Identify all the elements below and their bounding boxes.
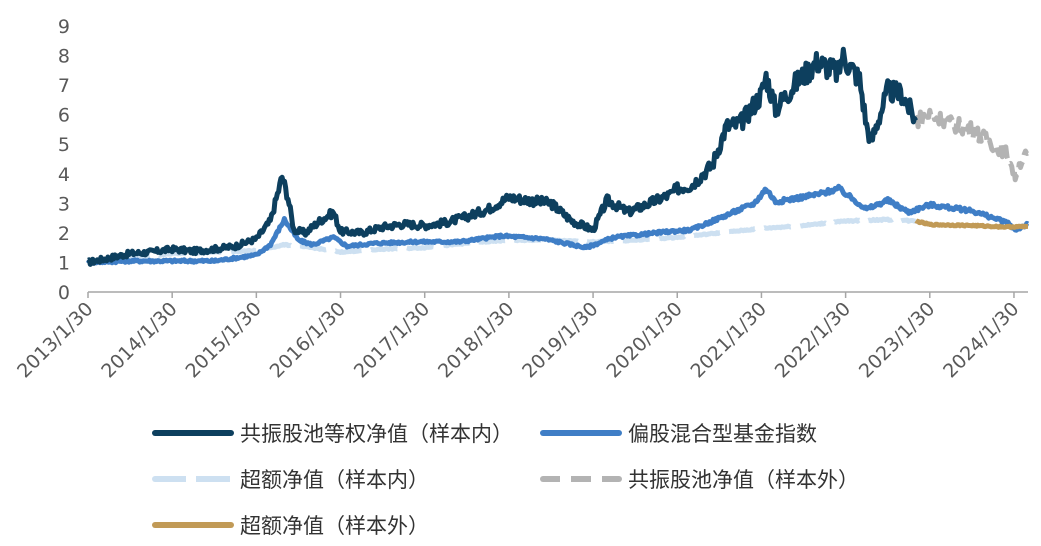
y-axis-ticks: 0 1 2 3 4 5 6 7 8 9 (58, 16, 70, 304)
y-tick-label: 1 (58, 252, 70, 274)
series-line-1 (85, 183, 1030, 266)
legend-label-series-3: 共振股池净值（样本外） (628, 468, 859, 492)
series-line-2 (86, 216, 917, 265)
x-tick-label: 2022/1/30 (771, 298, 855, 382)
x-tick-label: 2024/1/30 (939, 298, 1023, 382)
y-tick-label: 7 (58, 75, 70, 97)
y-tick-label: 3 (58, 193, 70, 215)
x-tick-label: 2023/1/30 (855, 298, 939, 382)
y-tick-label: 4 (58, 164, 70, 186)
series-line-0 (86, 46, 918, 267)
legend-label-series-1: 偏股混合型基金指数 (628, 422, 817, 446)
x-tick-label: 2021/1/30 (687, 298, 771, 382)
series-line-3 (913, 107, 1030, 183)
y-tick-label: 8 (58, 46, 70, 68)
legend-item-series-4: 超额净值（样本外） (152, 510, 429, 540)
legend-item-series-3: 共振股池净值（样本外） (540, 464, 859, 494)
legend-label-series-2: 超额净值（样本内） (240, 468, 429, 492)
legend-label-series-4: 超额净值（样本外） (240, 514, 429, 538)
x-tick-label: 2019/1/30 (518, 298, 602, 382)
y-tick-label: 9 (58, 16, 70, 38)
legend-label-series-0: 共振股池等权净值（样本内） (240, 422, 513, 446)
legend-item-series-1: 偏股混合型基金指数 (540, 418, 817, 448)
y-tick-label: 2 (58, 223, 70, 245)
legend-swatch-series-1 (540, 430, 622, 436)
x-tick-label: 2016/1/30 (266, 298, 350, 382)
y-tick-label: 5 (58, 134, 70, 156)
y-tick-label: 0 (58, 282, 70, 304)
y-tick-label: 6 (58, 105, 70, 127)
x-tick-label: 2013/1/30 (13, 298, 97, 382)
x-tick-label: 2017/1/30 (350, 298, 434, 382)
series-line-4 (914, 218, 1030, 230)
legend-swatch-series-0 (152, 430, 234, 436)
x-axis-ticks: 2013/1/30 2014/1/30 2015/1/30 2016/1/30 2017… (13, 292, 1024, 382)
x-tick-label: 2015/1/30 (181, 298, 265, 382)
series-lines (85, 46, 1030, 267)
x-tick-label: 2020/1/30 (602, 298, 686, 382)
legend-item-series-2: 超额净值（样本内） (152, 464, 429, 494)
legend-swatch-series-4 (152, 522, 234, 528)
legend-item-series-0: 共振股池等权净值（样本内） (152, 418, 513, 448)
x-tick-label: 2018/1/30 (434, 298, 518, 382)
legend-swatch-series-2 (152, 476, 234, 482)
x-tick-label: 2014/1/30 (97, 298, 181, 382)
legend-swatch-series-3 (540, 476, 622, 482)
